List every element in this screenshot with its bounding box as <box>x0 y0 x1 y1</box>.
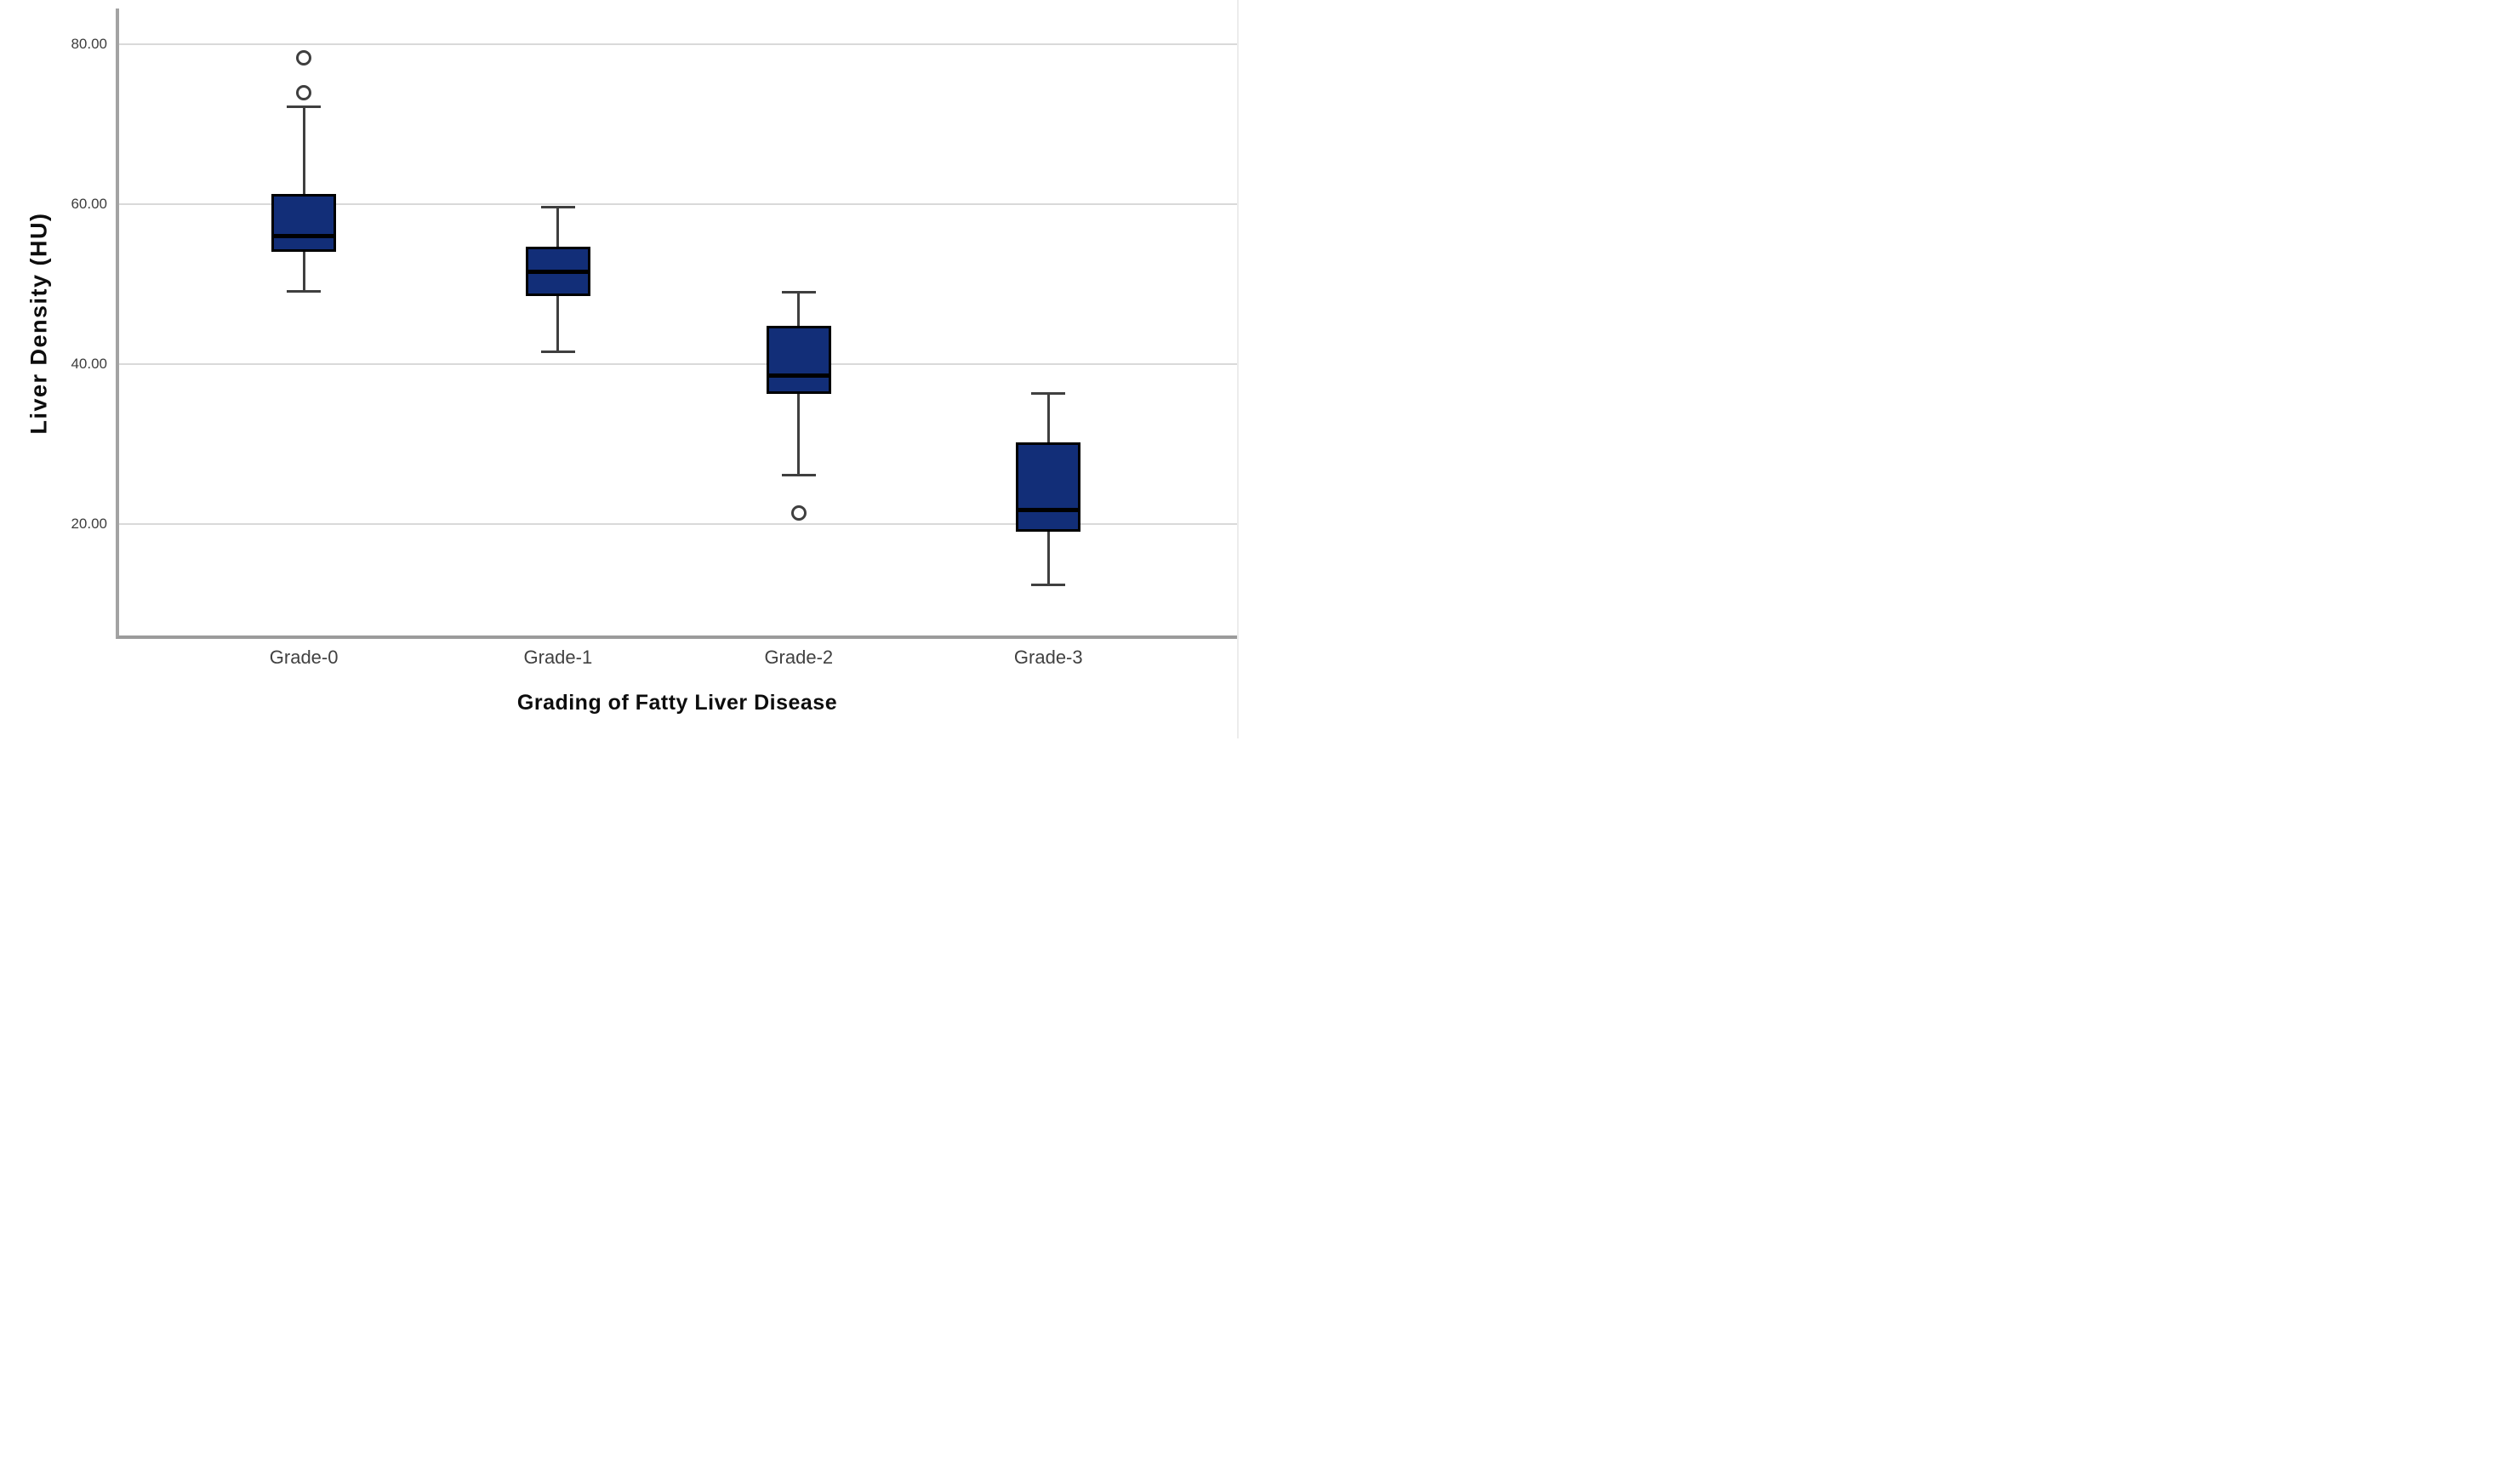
gridline-60.00 <box>119 203 1239 206</box>
whisker-cap-bottom <box>1031 583 1066 586</box>
outlier-point <box>790 505 807 521</box>
whisker-cap-top <box>287 105 322 109</box>
y-axis-tick-label: 20.00 <box>71 515 107 532</box>
median-line <box>271 234 337 239</box>
iqr-box <box>271 193 337 253</box>
gridline-20.00 <box>119 522 1239 525</box>
whisker-cap-top <box>781 291 816 294</box>
median-line <box>1016 508 1081 513</box>
whisker-cap-bottom <box>287 290 322 293</box>
y-axis-title: Liver Density (HU) <box>26 212 52 435</box>
plot-area <box>116 9 1239 639</box>
whisker-cap-bottom <box>781 474 816 477</box>
whisker-cap-top <box>540 205 575 208</box>
x-axis-tick-label: Grade-0 <box>269 647 339 668</box>
figure-right-border <box>1237 0 1239 738</box>
median-line <box>525 270 590 275</box>
outlier-point <box>296 84 312 100</box>
whisker-cap-bottom <box>540 350 575 353</box>
iqr-box <box>766 325 831 395</box>
x-axis-tick-label: Grade-2 <box>764 647 834 668</box>
x-axis-tick-label: Grade-1 <box>523 647 593 668</box>
x-axis-tick-label: Grade-3 <box>1013 647 1083 668</box>
gridline-40.00 <box>119 362 1239 365</box>
boxplot-figure: Liver Density (HU) 80.00 60.00 40.00 20.00 … <box>0 0 1260 738</box>
x-axis-title: Grading of Fatty Liver Disease <box>516 691 838 715</box>
y-axis-tick-label: 80.00 <box>71 36 107 53</box>
outlier-point <box>296 50 312 66</box>
y-axis-tick-label: 40.00 <box>71 355 107 372</box>
median-line <box>766 373 831 379</box>
gridline-80.00 <box>119 43 1239 46</box>
iqr-box <box>1016 442 1081 532</box>
y-axis-tick-label: 60.00 <box>71 196 107 213</box>
whisker-cap-top <box>1031 391 1066 395</box>
